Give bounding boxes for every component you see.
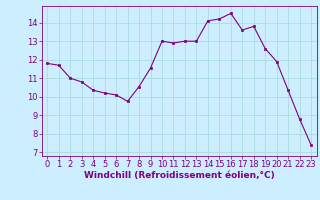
X-axis label: Windchill (Refroidissement éolien,°C): Windchill (Refroidissement éolien,°C) [84, 171, 275, 180]
